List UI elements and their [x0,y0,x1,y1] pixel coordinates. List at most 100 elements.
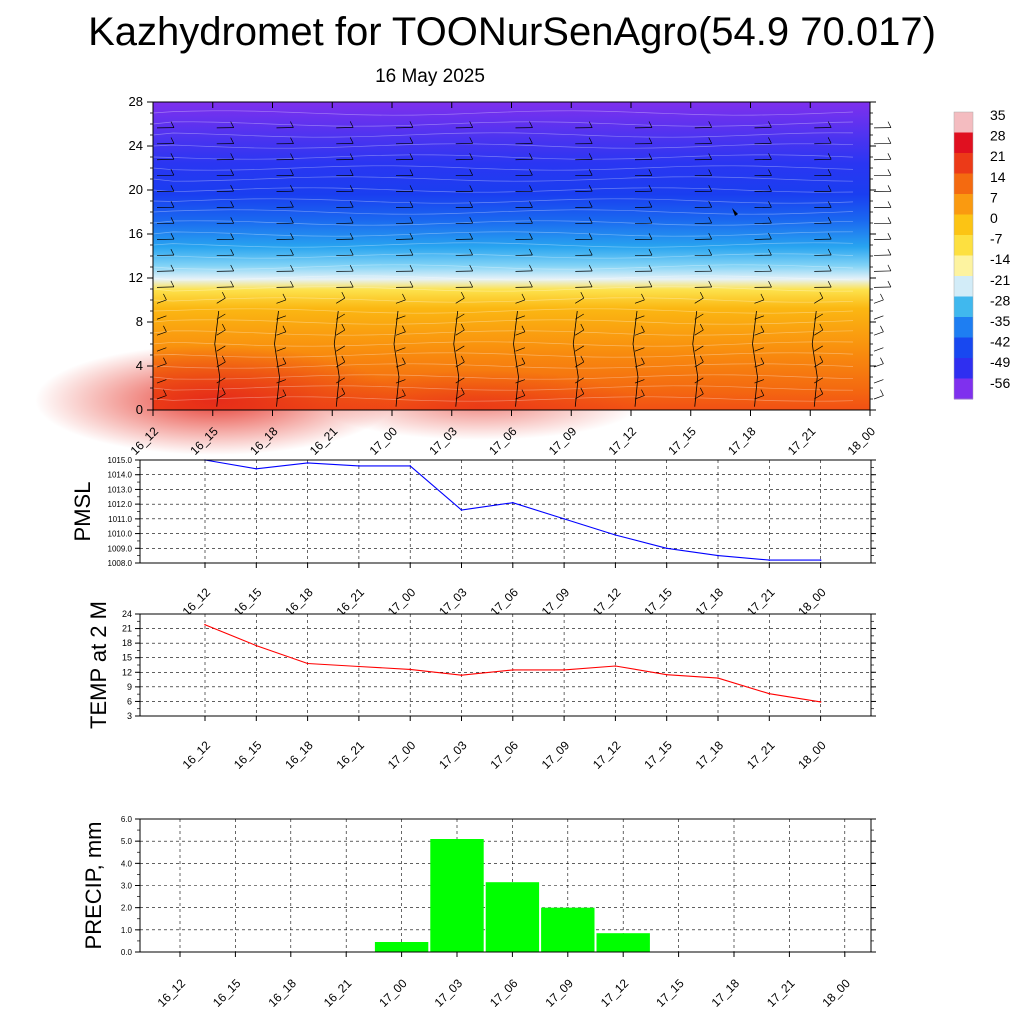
colorbar-label: 14 [990,169,1006,185]
y-tick-label: 15 [122,653,132,663]
wind-staff [333,310,340,407]
wind-barb-flag [887,121,892,128]
x-tick-label: 18_00 [795,738,829,772]
data-point [512,501,514,504]
x-tick-label: 17_18 [725,424,759,458]
wind-barb-flag [648,137,653,144]
x-tick-label: 17_09 [542,976,576,1010]
contour-line [152,143,854,149]
wind-barb-flag [230,137,235,144]
chart-subtitle: 16 May 2025 [375,66,485,87]
wind-barb-flag [521,325,526,332]
data-point [768,692,771,695]
wind-barb [515,379,526,384]
wind-barb-flag [648,280,653,288]
wind-barb [515,299,526,304]
wind-barb [814,142,832,145]
y-tick-label: 0 [136,402,143,417]
wind-barb [276,379,287,384]
wind-barb-flag [708,249,713,256]
wind-barb-flag [768,201,772,208]
temp-panel: 3 6 9 12 15 18 21 24 16_12 16_15 16_18 16_21 17_00 17… [86,601,876,772]
y-tick-label: 24 [129,138,143,153]
colorbar-swatch [954,276,973,297]
wind-barb [515,331,526,336]
wind-barb [156,270,174,272]
colorbar-swatch [954,132,973,154]
colorbar-swatch [954,235,973,256]
wind-barb-flag [409,169,414,176]
wind-barb-flag [699,323,704,331]
wind-barb-flag [529,248,533,256]
wind-barb-flag [588,153,593,160]
wind-barb [216,297,226,304]
wind-barb-flag [469,201,474,208]
x-tick-label: 17_18 [693,738,727,772]
x-tick-label: 17_21 [744,738,778,772]
x-tick-label: 17_15 [665,424,699,458]
y-tick-label: 12 [129,270,143,285]
colorbar-label: -28 [990,292,1010,308]
wind-barb-flag [768,232,772,240]
wind-barb-flag [170,137,175,144]
wind-barb-flag [880,293,884,301]
wind-barb [754,238,772,240]
contour-line [152,198,854,204]
wind-barb-flag [580,387,585,394]
data-point [614,534,617,536]
x-tick-label: 17_12 [590,738,624,772]
wind-barb-flag [648,217,653,224]
wind-barb-flag [588,185,593,192]
wind-barb-flag [290,200,294,208]
wind-barb [754,331,765,336]
warm-core [35,345,395,455]
wind-barb [395,238,413,240]
contour-lines [152,110,854,402]
wind-barb-flag [708,169,713,176]
data-point [717,677,719,679]
wind-barb [216,329,226,336]
x-tick-label: 16_18 [282,738,316,772]
wind-barb-flag [349,265,354,272]
wind-barb-flag [290,217,294,224]
data-point [563,669,565,671]
wind-barb [634,299,645,304]
wind-barb [694,297,704,304]
wind-barb [515,395,526,400]
x-tick-label: 16_18 [265,976,299,1010]
wind-barb-flag [170,185,175,192]
colorbar-label: -14 [990,251,1010,267]
wind-barb-flag [529,169,533,176]
wind-barb-flag [648,264,653,272]
wind-barb-flag [760,357,765,364]
wind-barb-flag [708,232,713,240]
wind-barb-flag [221,387,226,394]
wind-barb-flag [221,355,226,363]
wind-barb-flag [349,169,354,176]
wind-barb-flag [409,137,414,144]
y-tick-label: 21 [122,624,132,634]
wind-barb [276,206,294,208]
y-tick-label: 12 [122,667,132,677]
precip-bar [485,882,540,952]
x-tick-label: 16_21 [334,738,368,772]
wind-barb [873,347,884,352]
colorbar-swatch [954,112,973,133]
wind-barb-flag [469,264,474,272]
wind-barb-flag [170,280,175,288]
x-tick-label: 17_00 [376,976,410,1010]
wind-barb [156,174,174,177]
wind-barb-flag [760,389,765,396]
contour-line [152,396,854,402]
wind-barb-flag [221,291,226,299]
contour-line [152,231,854,237]
wind-barb-flag [349,216,354,224]
wind-barb [276,315,287,320]
wind-barb-flag [641,293,645,301]
wind-barb-flag [827,201,832,208]
wind-barb [575,297,584,304]
y-tick-label: 6 [127,696,132,706]
wind-barb-flag [282,293,287,301]
y-tick-label: 28 [129,94,143,109]
